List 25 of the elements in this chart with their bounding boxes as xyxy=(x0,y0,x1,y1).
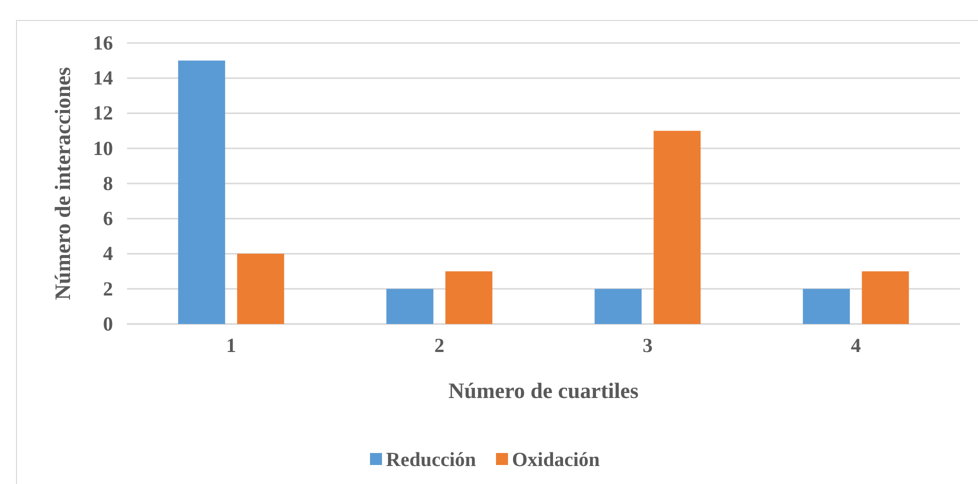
y-tick-label: 14 xyxy=(93,68,113,90)
bar xyxy=(178,60,226,324)
bar xyxy=(237,254,284,324)
legend-label: Reducción xyxy=(386,449,476,471)
x-axis-title: Número de cuartiles xyxy=(448,378,640,403)
bar xyxy=(445,271,492,324)
x-tick-label: 4 xyxy=(850,335,861,358)
bar xyxy=(386,288,434,324)
bar xyxy=(862,271,909,324)
y-tick-label: 2 xyxy=(103,278,113,300)
x-tick-label: 2 xyxy=(434,335,444,358)
y-tick-label: 16 xyxy=(93,32,113,54)
y-tick-label: 12 xyxy=(93,102,113,125)
bar xyxy=(654,130,701,324)
bar xyxy=(802,288,850,324)
y-tick-label: 10 xyxy=(93,138,113,160)
y-tick-label: 0 xyxy=(103,313,113,336)
y-tick-label: 8 xyxy=(103,172,113,195)
y-tick-label: 6 xyxy=(103,208,113,230)
x-tick-label: 1 xyxy=(226,335,236,358)
legend-label: Oxidación xyxy=(512,449,600,471)
y-tick-label: 4 xyxy=(103,243,113,266)
bar xyxy=(594,288,642,324)
x-tick-label: 3 xyxy=(642,335,653,358)
y-axis-title: Número de interacciones xyxy=(50,66,75,300)
